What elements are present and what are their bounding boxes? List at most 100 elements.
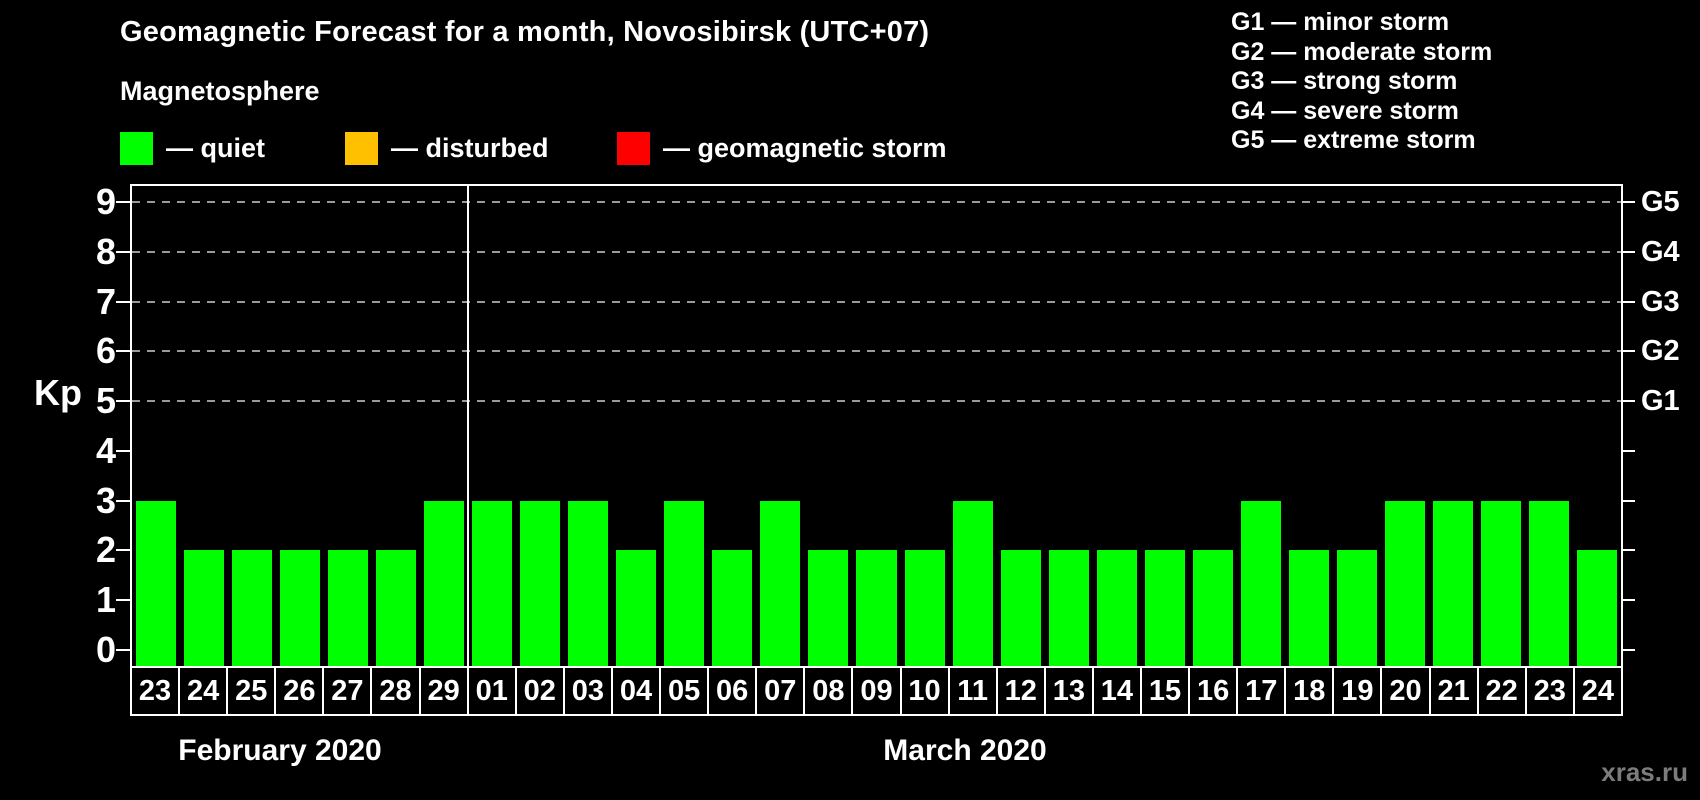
- storm-scale-legend: G1 — minor storm G2 — moderate storm G3 — …: [1231, 8, 1492, 156]
- date-strip: 23 24 25 26 27 28 29 01 02 03 04 05 06 07 08 09 10 11 12 13…: [130, 666, 1623, 716]
- y-tick-label-1: 1: [95, 579, 116, 621]
- date-cell-mar-11: 11: [947, 666, 998, 716]
- kp-bar-feb-25: [232, 550, 273, 666]
- kp-bar-feb-26: [280, 550, 321, 666]
- kp-bar-mar-06: [712, 550, 753, 666]
- kp-bar-mar-05: [664, 500, 705, 666]
- kp-bar-mar-19: [1336, 550, 1377, 666]
- kp-bar-mar-15: [1144, 550, 1185, 666]
- kp-bar-mar-09: [856, 550, 897, 666]
- chart-title: Geomagnetic Forecast for a month, Novosi…: [120, 16, 930, 48]
- y-tick-mark-left-4: [116, 449, 130, 452]
- plot-area: [130, 184, 1623, 668]
- g-level-label-g5: G5: [1641, 185, 1680, 218]
- date-cell-feb-29: 29: [418, 666, 469, 716]
- kp-bar-mar-20: [1384, 500, 1425, 666]
- y-tick-label-2: 2: [95, 529, 116, 571]
- kp-bar-mar-22: [1480, 500, 1521, 666]
- gridline-kp9: [132, 200, 1621, 203]
- y-tick-mark-left-7: [116, 300, 130, 303]
- date-cell-feb-27: 27: [322, 666, 373, 716]
- kp-bar-mar-18: [1288, 550, 1329, 666]
- date-cell-mar-24: 24: [1572, 666, 1623, 716]
- y-tick-mark-left-0: [116, 649, 130, 651]
- y-tick-label-4: 4: [95, 429, 116, 471]
- gridline-kp8: [132, 250, 1621, 253]
- g-level-label-g1: G1: [1641, 385, 1680, 418]
- y-tick-mark-right-6: [1621, 350, 1635, 353]
- date-cell-mar-12: 12: [995, 666, 1046, 716]
- y-tick-label-6: 6: [95, 330, 116, 372]
- kp-bar-mar-04: [616, 550, 657, 666]
- date-cell-mar-20: 20: [1380, 666, 1431, 716]
- g-level-label-g2: G2: [1641, 335, 1680, 368]
- kp-bar-mar-10: [904, 550, 945, 666]
- date-cell-mar-10: 10: [899, 666, 950, 716]
- kp-bar-mar-13: [1048, 550, 1089, 666]
- kp-bar-feb-27: [328, 550, 369, 666]
- month-separator: [467, 186, 470, 666]
- kp-bar-feb-29: [424, 500, 465, 666]
- y-tick-mark-right-2: [1621, 549, 1635, 552]
- date-cell-mar-02: 02: [514, 666, 565, 716]
- y-tick-mark-right-0: [1621, 649, 1635, 651]
- kp-bar-mar-08: [808, 550, 849, 666]
- date-cell-mar-15: 15: [1139, 666, 1191, 716]
- gridline-kp6: [132, 350, 1621, 353]
- g-level-label-g3: G3: [1641, 285, 1680, 318]
- storm-color-swatch: [617, 131, 650, 165]
- date-cell-feb-25: 25: [226, 666, 277, 716]
- kp-bar-mar-23: [1528, 500, 1569, 666]
- gridline-kp5: [132, 400, 1621, 403]
- date-cell-mar-18: 18: [1284, 666, 1335, 716]
- date-cell-mar-06: 06: [707, 666, 758, 716]
- month-label-march: March 2020: [883, 734, 1047, 767]
- kp-axis-label: Kp: [34, 372, 82, 413]
- month-label-february: February 2020: [178, 734, 382, 767]
- y-tick-mark-left-5: [116, 400, 130, 403]
- y-tick-mark-right-5: [1621, 400, 1635, 403]
- kp-bar-mar-12: [1000, 550, 1041, 666]
- date-cell-mar-08: 08: [803, 666, 854, 716]
- date-cell-mar-05: 05: [659, 666, 710, 716]
- y-tick-mark-left-6: [116, 350, 130, 353]
- kp-bar-mar-07: [760, 500, 801, 666]
- g-level-label-g4: G4: [1641, 235, 1680, 268]
- kp-bar-feb-23: [136, 500, 177, 666]
- legend-label-storm: — geomagnetic storm: [663, 132, 947, 163]
- legend-item-quiet: — quiet: [120, 130, 265, 166]
- kp-bar-mar-16: [1192, 550, 1233, 666]
- date-cell-mar-23: 23: [1524, 666, 1575, 716]
- kp-bar-mar-11: [952, 500, 993, 666]
- storm-scale-line-2: G2 — moderate storm: [1231, 37, 1493, 66]
- y-tick-mark-right-9: [1621, 200, 1635, 203]
- y-tick-label-5: 5: [95, 380, 116, 422]
- date-cell-feb-28: 28: [370, 666, 421, 716]
- date-cell-feb-23: 23: [130, 666, 181, 716]
- storm-scale-line-5: G5 — extreme storm: [1231, 126, 1476, 155]
- date-cell-mar-04: 04: [610, 666, 662, 716]
- y-tick-mark-right-4: [1621, 449, 1635, 452]
- date-cell-mar-13: 13: [1043, 666, 1094, 716]
- disturbed-color-swatch: [345, 131, 378, 165]
- y-tick-label-3: 3: [95, 479, 116, 521]
- date-cell-mar-17: 17: [1236, 666, 1287, 716]
- y-tick-label-8: 8: [95, 230, 116, 272]
- quiet-color-swatch: [120, 131, 153, 165]
- y-tick-mark-left-1: [116, 599, 130, 602]
- legend-label-quiet: — quiet: [166, 132, 265, 163]
- kp-bar-mar-14: [1096, 550, 1137, 666]
- date-cell-feb-24: 24: [178, 666, 229, 716]
- kp-bar-mar-21: [1432, 500, 1473, 666]
- gridline-kp7: [132, 300, 1621, 303]
- kp-bar-mar-03: [568, 500, 609, 666]
- y-tick-label-9: 9: [95, 180, 116, 222]
- y-tick-mark-right-3: [1621, 499, 1635, 502]
- date-cell-mar-19: 19: [1332, 666, 1383, 716]
- y-tick-mark-left-9: [116, 200, 130, 203]
- date-cell-mar-16: 16: [1188, 666, 1239, 716]
- legend-item-storm: — geomagnetic storm: [617, 130, 947, 166]
- watermark-xras: xras.ru: [1601, 757, 1688, 787]
- kp-bar-mar-02: [520, 500, 561, 666]
